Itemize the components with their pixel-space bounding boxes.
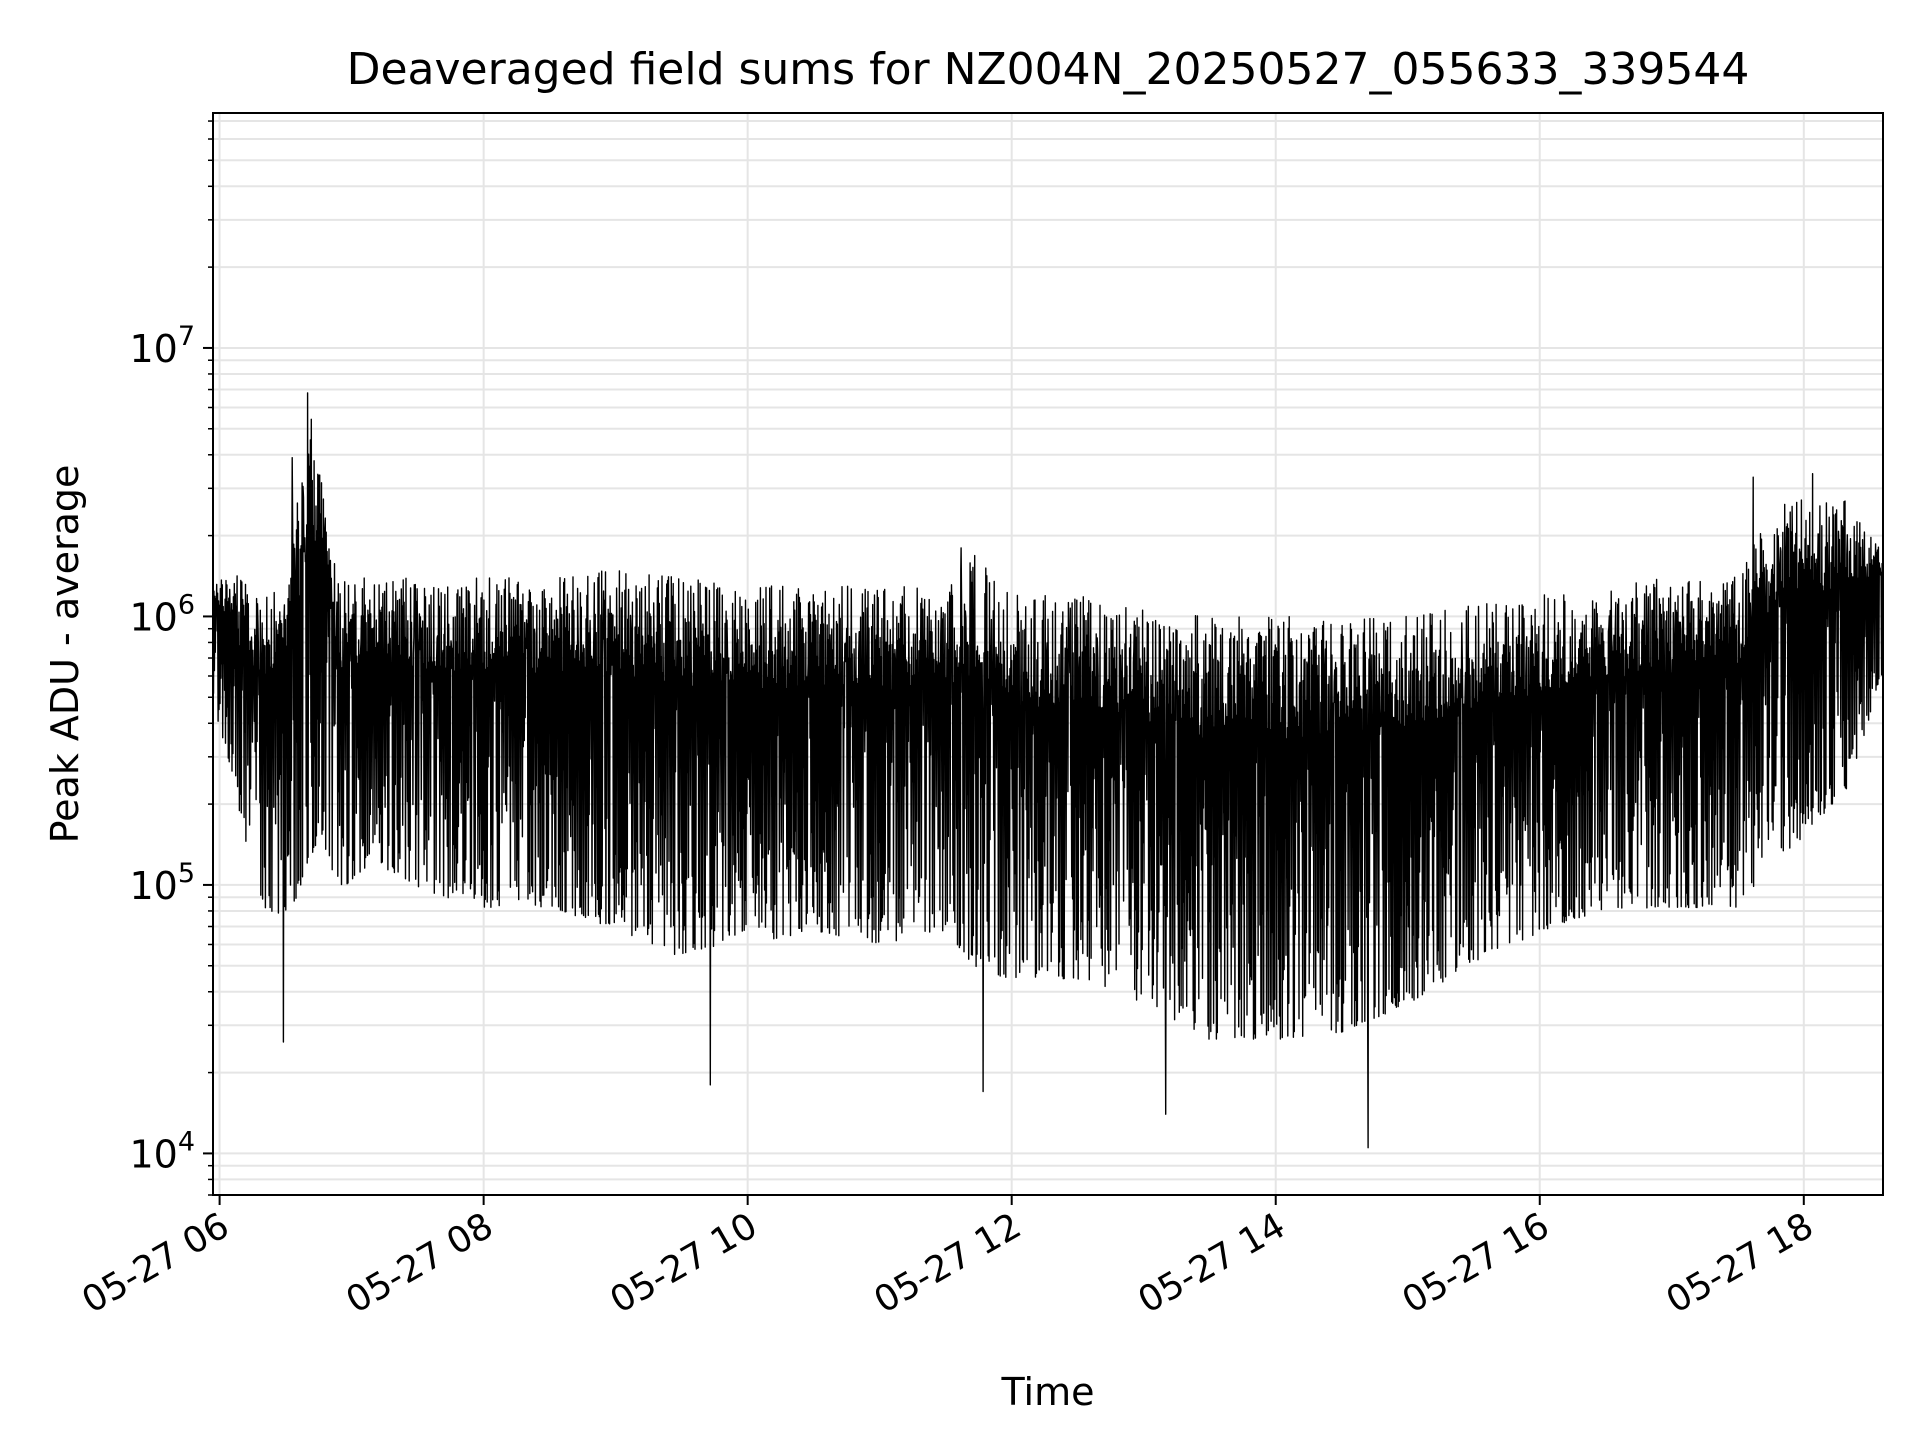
y-tick-exponent: 5	[178, 858, 195, 889]
x-axis-label: Time	[1001, 1370, 1095, 1414]
y-tick-base: 10	[129, 595, 177, 639]
y-tick-base: 10	[129, 327, 177, 371]
y-tick-label: 107	[129, 321, 195, 371]
series-line	[212, 392, 1884, 1149]
chart-title: Deaveraged field sums for NZ004N_2025052…	[347, 44, 1750, 95]
data-layer	[212, 392, 1884, 1149]
y-tick-exponent: 7	[178, 321, 195, 352]
y-tick-label: 104	[129, 1126, 195, 1176]
y-tick-exponent: 4	[178, 1126, 195, 1157]
y-axis-label: Peak ADU - average	[43, 465, 87, 844]
y-tick-label: 105	[129, 858, 195, 908]
y-tick-base: 10	[129, 864, 177, 908]
y-tick-label: 106	[129, 589, 195, 639]
y-tick-base: 10	[129, 1132, 177, 1176]
plot-frame	[212, 112, 1884, 1196]
y-tick-exponent: 6	[178, 589, 195, 620]
